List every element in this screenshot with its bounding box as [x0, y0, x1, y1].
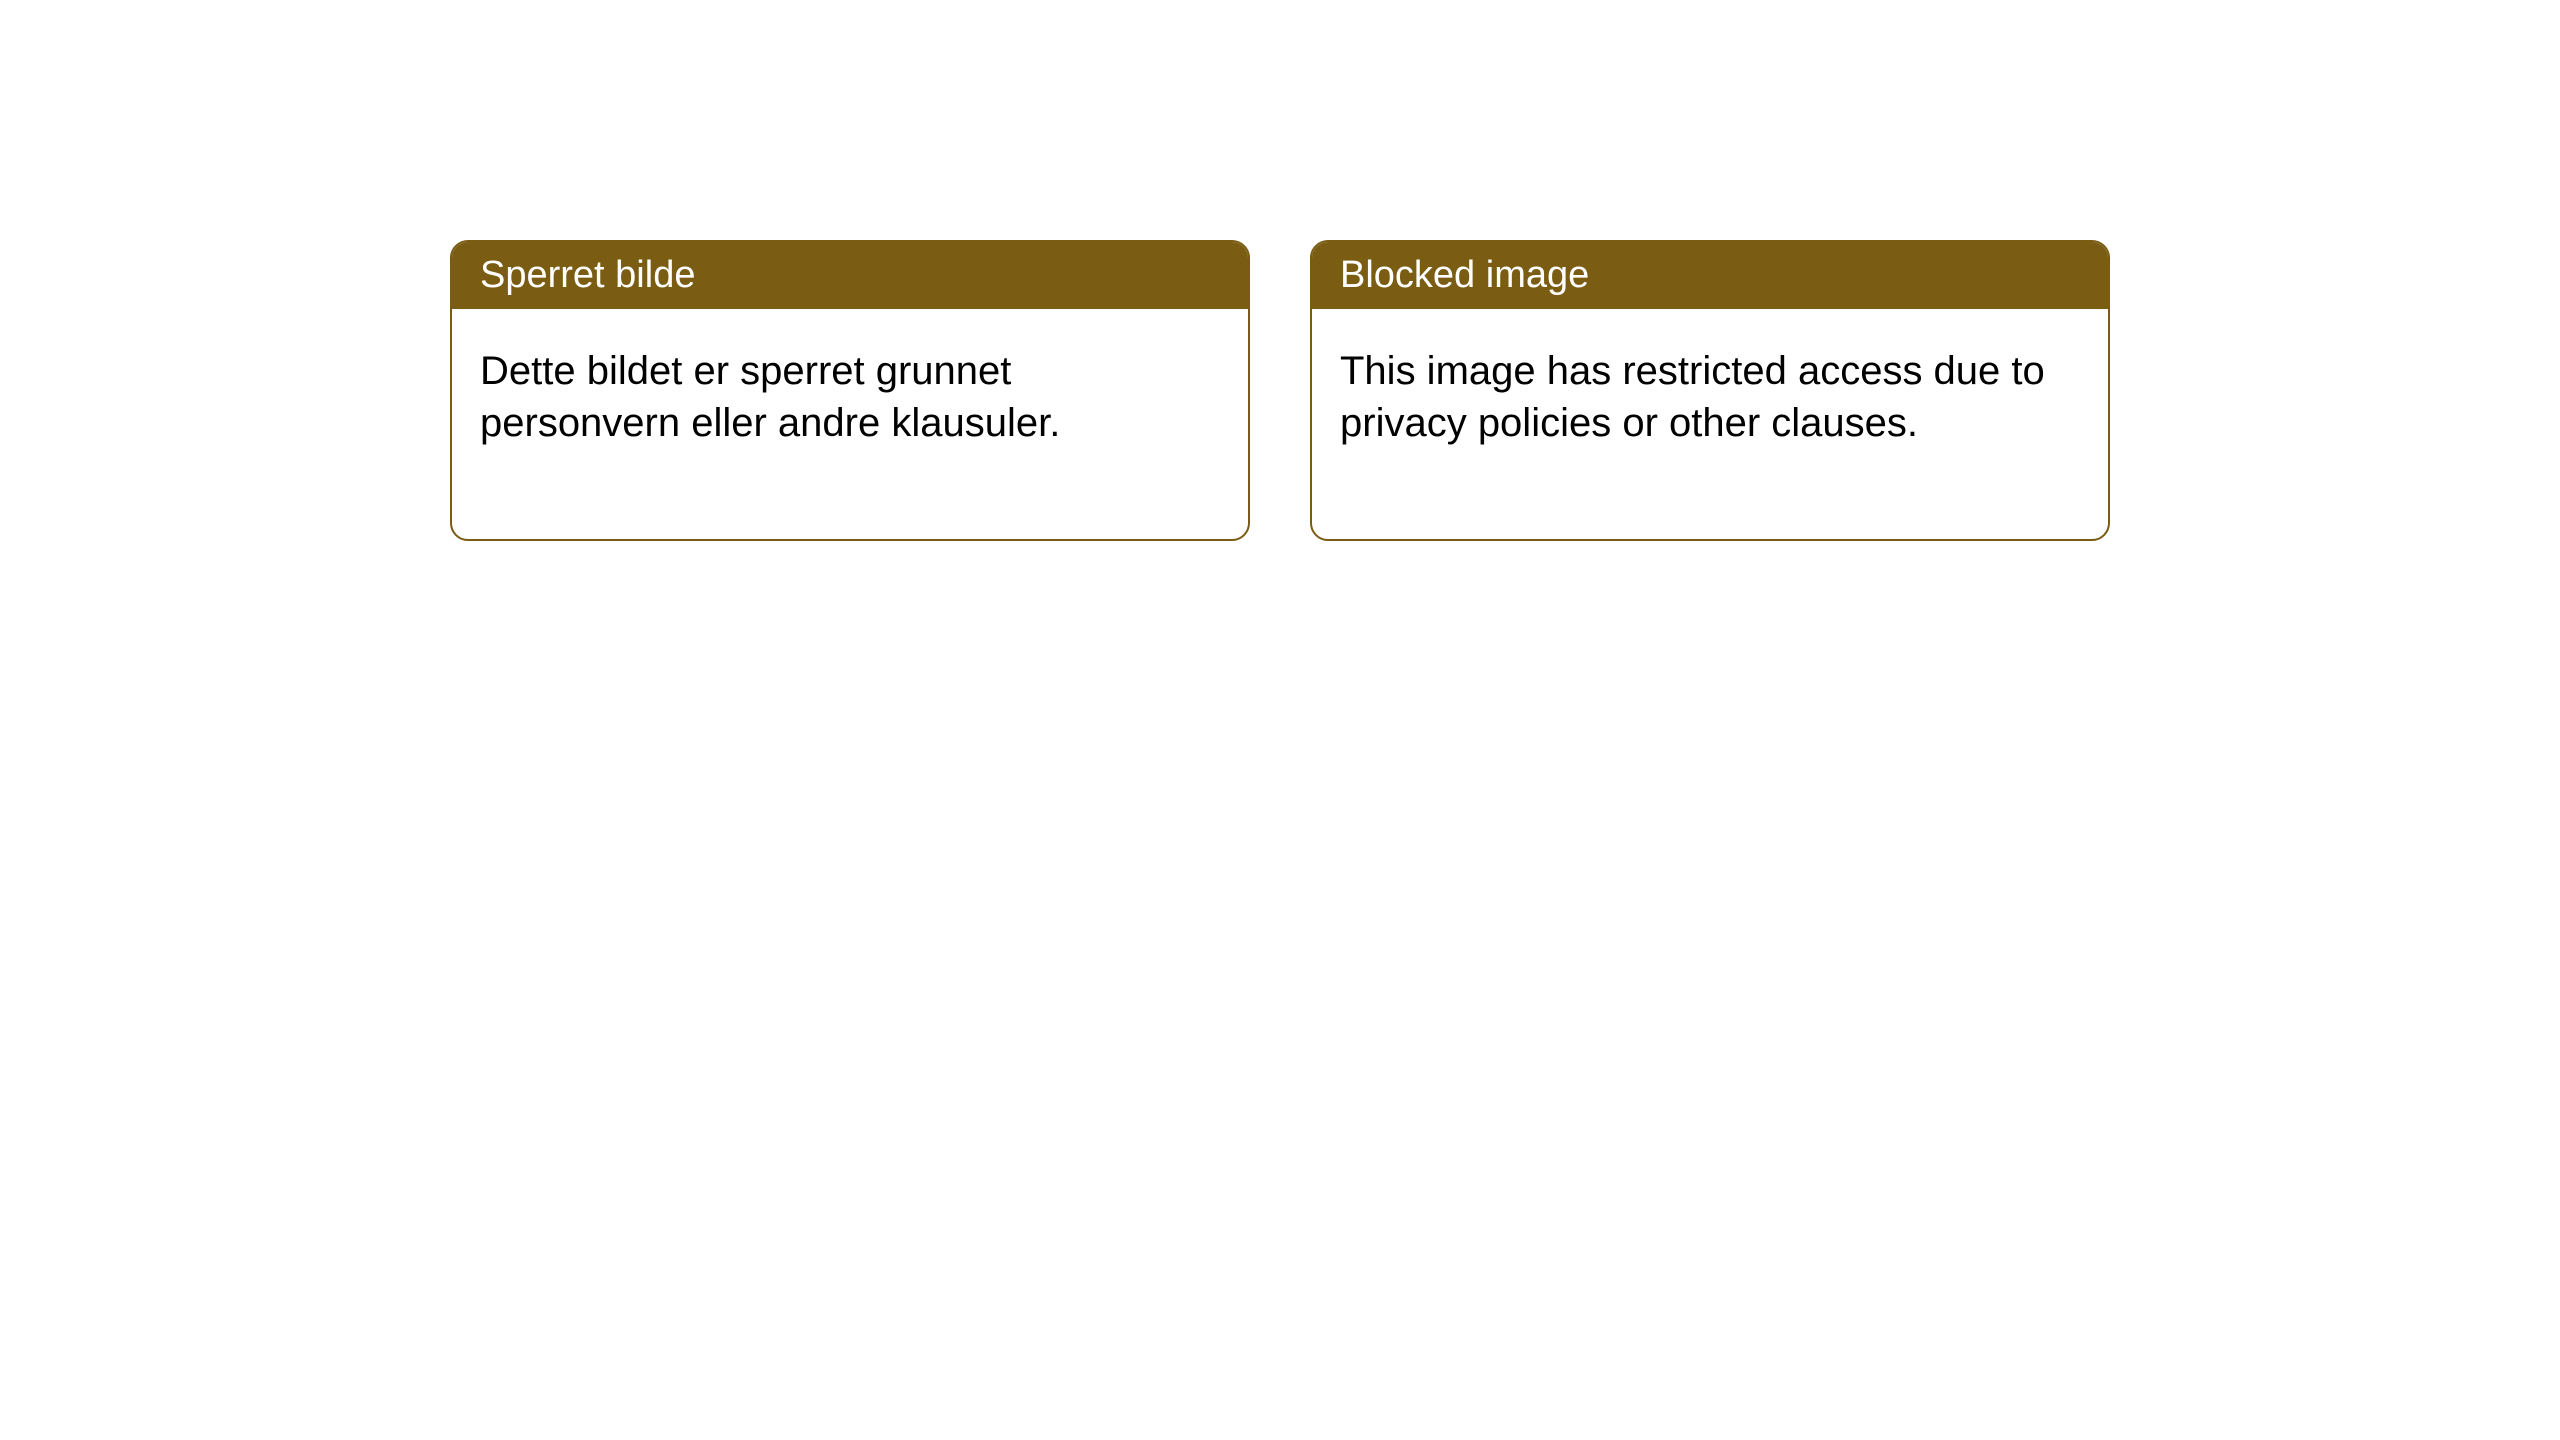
card-body-en: This image has restricted access due to … [1312, 309, 2108, 539]
card-header-en: Blocked image [1312, 242, 2108, 309]
blocked-image-card-en: Blocked image This image has restricted … [1310, 240, 2110, 541]
notice-container: Sperret bilde Dette bildet er sperret gr… [0, 0, 2560, 541]
card-header-no: Sperret bilde [452, 242, 1248, 309]
card-body-no: Dette bildet er sperret grunnet personve… [452, 309, 1248, 539]
blocked-image-card-no: Sperret bilde Dette bildet er sperret gr… [450, 240, 1250, 541]
